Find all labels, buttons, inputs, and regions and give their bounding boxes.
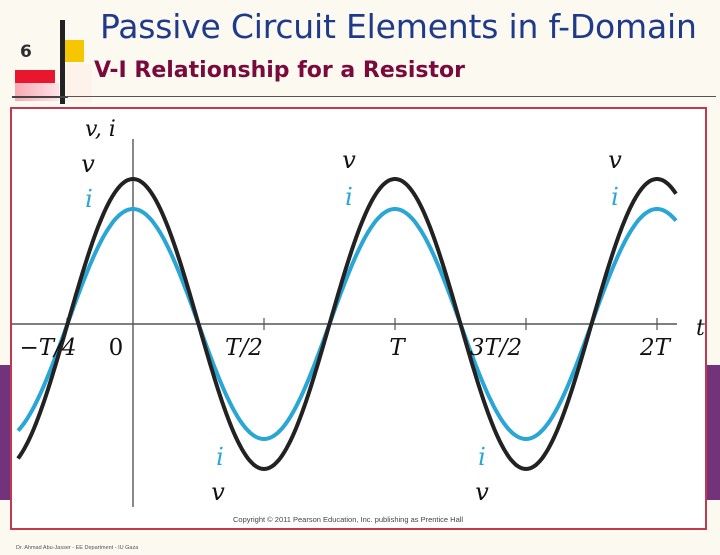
current-waveform (16, 207, 678, 442)
y-axis-label: v, i (85, 117, 116, 142)
voltage-label: v (475, 478, 489, 506)
current-label: i (345, 183, 353, 211)
current-label: i (85, 185, 93, 213)
deco-horizontal-line (12, 96, 68, 98)
voltage-label: v (81, 150, 95, 178)
slide-number: 6 (20, 42, 32, 62)
current-label: i (478, 443, 486, 471)
x-axis-label: t (696, 316, 705, 341)
voltage-waveform (16, 177, 678, 472)
deco-title-underline (66, 96, 716, 97)
current-label: i (611, 183, 619, 211)
copyright-note: Copyright © 2011 Pearson Education, Inc.… (233, 515, 464, 524)
tick-label: T (389, 335, 406, 361)
voltage-label: v (342, 146, 356, 174)
tick-label: T/2 (225, 335, 263, 361)
deco-vertical-bar (60, 20, 65, 104)
voltage-label: v (211, 478, 225, 506)
deco-square-light (62, 64, 92, 102)
vi-waveform-plot: v, i t −T/4 0 T/2 T 3T/2 2T v v v v v i … (12, 117, 705, 507)
slide-title: Passive Circuit Elements in f-Domain (100, 7, 697, 46)
voltage-label: v (608, 146, 622, 174)
slide-footer: Dr. Ahmad Abu-Jasser - EE Department - I… (16, 545, 139, 551)
deco-square-yellow (62, 40, 84, 62)
tick-label: 3T/2 (470, 335, 522, 361)
slide-subtitle: V-I Relationship for a Resistor (94, 58, 465, 83)
figure-frame (10, 107, 707, 530)
deco-square-pink (15, 83, 59, 101)
tick-label: 2T (639, 335, 672, 361)
tick-label: −T/4 (20, 335, 77, 361)
tick-label: 0 (109, 335, 124, 361)
current-label: i (216, 443, 224, 471)
